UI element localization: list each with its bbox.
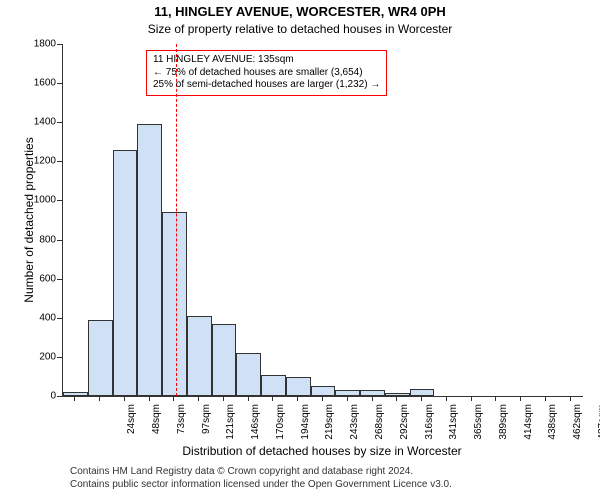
xtick-mark bbox=[520, 396, 521, 401]
histogram-bar bbox=[360, 390, 385, 396]
xtick-mark bbox=[495, 396, 496, 401]
xtick-mark bbox=[570, 396, 571, 401]
xtick-mark bbox=[198, 396, 199, 401]
plot-area: 11 HINGLEY AVENUE: 135sqm ← 75% of detac… bbox=[62, 44, 583, 397]
histogram-bar bbox=[187, 316, 212, 396]
ytick-mark bbox=[57, 318, 62, 319]
xtick-mark bbox=[99, 396, 100, 401]
histogram-bar bbox=[286, 377, 311, 396]
ytick-mark bbox=[57, 240, 62, 241]
xtick-mark bbox=[223, 396, 224, 401]
histogram-bar bbox=[410, 389, 435, 396]
histogram-bar bbox=[212, 324, 237, 396]
histogram-bar bbox=[335, 390, 360, 396]
x-axis-label: Distribution of detached houses by size … bbox=[62, 444, 582, 458]
xtick-mark bbox=[322, 396, 323, 401]
footer-line2: Contains public sector information licen… bbox=[70, 479, 600, 492]
histogram-bar bbox=[88, 320, 113, 396]
ytick-mark bbox=[57, 279, 62, 280]
annotation-line2: ← 75% of detached houses are smaller (3,… bbox=[153, 67, 380, 80]
histogram-bar bbox=[236, 353, 261, 396]
xtick-mark bbox=[173, 396, 174, 401]
ytick-mark bbox=[57, 122, 62, 123]
y-axis-label: Number of detached properties bbox=[22, 44, 36, 396]
histogram-bar bbox=[113, 150, 138, 396]
histogram-bar bbox=[162, 212, 187, 396]
xtick-mark bbox=[446, 396, 447, 401]
xtick-mark bbox=[396, 396, 397, 401]
ytick-mark bbox=[57, 161, 62, 162]
xtick-mark bbox=[272, 396, 273, 401]
ytick-mark bbox=[57, 357, 62, 358]
annotation-line1: 11 HINGLEY AVENUE: 135sqm bbox=[153, 54, 380, 67]
xtick-mark bbox=[347, 396, 348, 401]
histogram-bar bbox=[137, 124, 162, 396]
xtick-mark bbox=[372, 396, 373, 401]
xtick-mark bbox=[545, 396, 546, 401]
ytick-mark bbox=[57, 396, 62, 397]
footer-line1: Contains HM Land Registry data © Crown c… bbox=[70, 466, 600, 479]
xtick-mark bbox=[297, 396, 298, 401]
chart-container: 11, HINGLEY AVENUE, WORCESTER, WR4 0PH S… bbox=[0, 0, 600, 500]
xtick-mark bbox=[421, 396, 422, 401]
histogram-bar bbox=[261, 375, 286, 396]
chart-title-line1: 11, HINGLEY AVENUE, WORCESTER, WR4 0PH bbox=[0, 4, 600, 19]
xtick-mark bbox=[74, 396, 75, 401]
annotation-box: 11 HINGLEY AVENUE: 135sqm ← 75% of detac… bbox=[146, 50, 387, 96]
annotation-line3: 25% of semi-detached houses are larger (… bbox=[153, 79, 380, 92]
ytick-mark bbox=[57, 83, 62, 84]
xtick-mark bbox=[471, 396, 472, 401]
ytick-mark bbox=[57, 44, 62, 45]
xtick-mark bbox=[124, 396, 125, 401]
chart-title-line2: Size of property relative to detached ho… bbox=[0, 22, 600, 36]
xtick-mark bbox=[149, 396, 150, 401]
ytick-mark bbox=[57, 200, 62, 201]
xtick-mark bbox=[248, 396, 249, 401]
footer-attribution: Contains HM Land Registry data © Crown c… bbox=[0, 466, 600, 491]
histogram-bar bbox=[311, 386, 336, 396]
histogram-bar bbox=[63, 392, 88, 396]
marker-line bbox=[176, 44, 177, 396]
